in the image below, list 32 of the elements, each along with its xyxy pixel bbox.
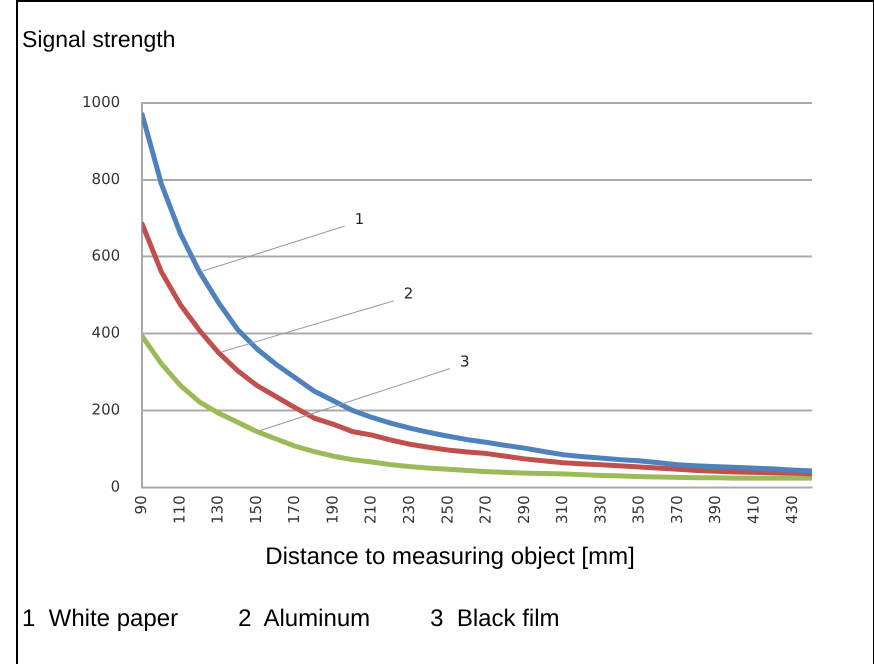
x-tick-label: 250 [438,495,456,524]
x-tick-label: 330 [591,495,610,524]
x-tick-label: 350 [630,495,648,524]
x-tick-label: 130 [208,495,227,524]
y-tick-label: 1000 [82,92,120,111]
text: 3 Black film [430,605,560,633]
y-tick-label: 0 [110,477,120,496]
x-tick-label: 290 [514,495,533,524]
x-tick-label: 150 [246,495,265,524]
annotation: 3 [460,352,470,371]
y-axis-title: Signal strength [22,26,176,53]
x-tick-label: 430 [782,495,801,524]
y-tick-label: 600 [92,246,120,265]
x-tick-label: 90 [132,495,150,514]
x-tick-label: 170 [285,495,304,524]
x-tick-label: 410 [744,495,762,524]
x-tick-label: 210 [362,495,380,524]
x-axis-title: Distance to measuring object [mm] [264,543,636,571]
x-tick-label: 190 [323,495,342,524]
x-tick-label: 310 [553,495,572,524]
y-tick-label: 200 [92,400,120,418]
x-tick-label: 370 [668,495,686,524]
y-tick-label: 800 [92,170,120,188]
x-tick-label: 110 [170,495,188,524]
text: 1 White paper [22,605,178,633]
x-tick-label: 390 [706,495,724,524]
annotation: 1 [354,210,364,228]
y-tick-label: 400 [92,324,120,342]
text: 2 Aluminum [238,605,370,633]
x-tick-label: 270 [476,495,495,524]
x-tick-label: 230 [400,495,418,524]
annotation: 2 [404,284,414,303]
